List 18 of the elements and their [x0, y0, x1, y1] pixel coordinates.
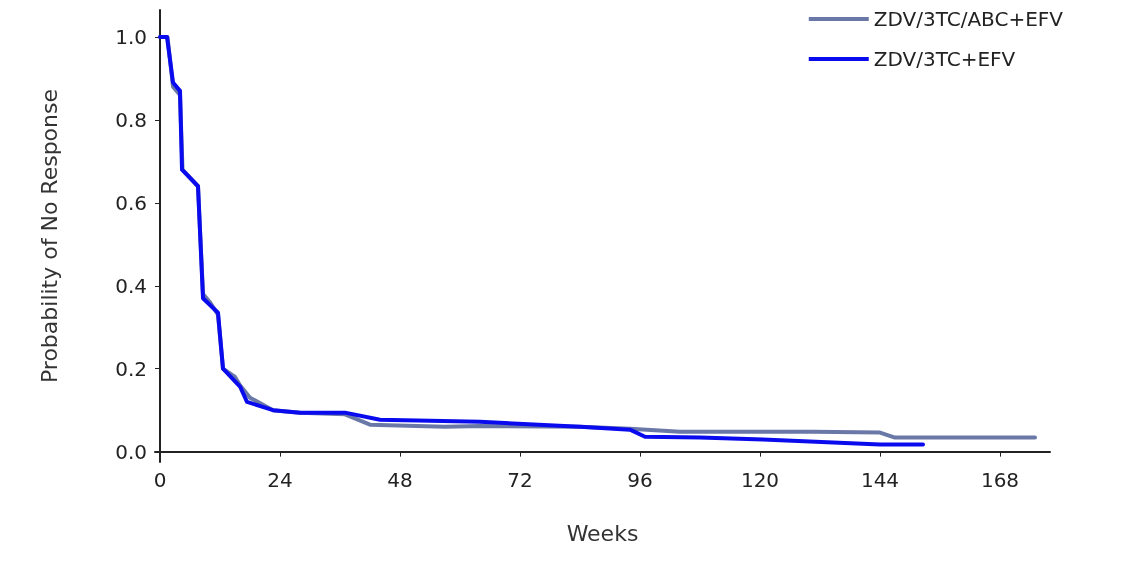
x-tick-label: 120	[740, 468, 780, 492]
x-axis-title: Weeks	[566, 520, 639, 546]
legend-label: ZDV/3TC+EFV	[873, 47, 1016, 71]
y-tick-label: 0.2	[115, 356, 147, 381]
x-tick-label: 24	[267, 468, 293, 492]
y-tick-label: 0.4	[115, 273, 147, 298]
y-tick-label: 0.0	[115, 439, 147, 464]
x-tick-label: 0	[153, 468, 167, 492]
y-tick-label: 1.0	[115, 24, 147, 49]
y-axis-title: Probability of No Response	[36, 88, 62, 384]
x-tick-label: 48	[387, 468, 413, 492]
x-tick-label: 72	[507, 468, 533, 492]
y-tick-label: 0.6	[115, 190, 147, 215]
y-tick-label: 0.8	[115, 107, 147, 132]
x-tick-label: 168	[980, 468, 1020, 492]
legend-label: ZDV/3TC/ABC+EFV	[873, 7, 1064, 31]
x-tick-label: 96	[627, 468, 653, 492]
x-tick-label: 144	[860, 468, 900, 492]
